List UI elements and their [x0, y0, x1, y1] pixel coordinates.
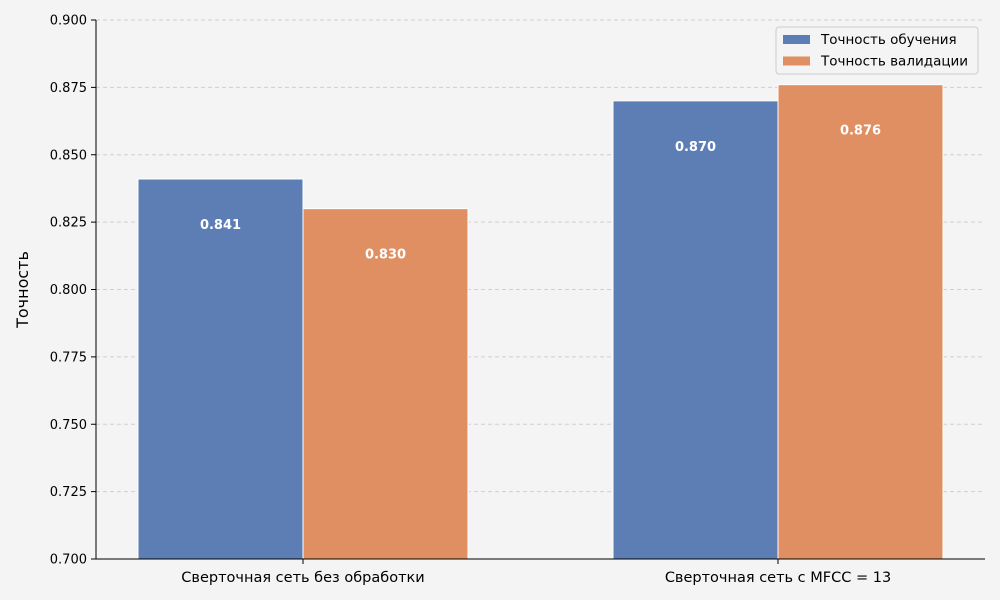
- legend-label: Точность валидации: [820, 54, 968, 70]
- bar-value-label: 0.876: [840, 124, 881, 139]
- legend: Точность обучения Точность валидации: [775, 26, 979, 75]
- legend-label: Точность обучения: [820, 32, 957, 48]
- x-tick-label: Сверточная сеть без обработки: [181, 570, 424, 586]
- y-ticks: 0.700 0.725 0.750 0.775 0.800 0.825 0.850 0.875…: [50, 14, 96, 568]
- bar: [137, 178, 304, 560]
- y-tick-label: 0.800: [50, 283, 87, 298]
- bar-value-label: 0.841: [200, 218, 241, 233]
- bar: [612, 100, 779, 560]
- bar-value-label: 0.830: [365, 248, 406, 263]
- y-tick-label: 0.875: [50, 81, 87, 96]
- y-axis-label: Точность: [13, 251, 32, 329]
- legend-swatch: [783, 56, 810, 66]
- x-tick-label: Сверточная сеть с MFCC = 13: [665, 570, 891, 586]
- y-tick-label: 0.825: [50, 216, 87, 231]
- y-tick-label: 0.850: [50, 148, 87, 163]
- legend-swatch: [783, 35, 810, 44]
- y-tick-label: 0.750: [50, 418, 87, 433]
- bars: 0.841 0.830 0.870 0.876: [137, 84, 944, 560]
- y-tick-label: 0.725: [50, 485, 87, 500]
- bar: [777, 84, 944, 560]
- y-tick-label: 0.775: [50, 350, 87, 365]
- bar-value-label: 0.870: [675, 140, 716, 155]
- bar: [302, 208, 469, 560]
- y-tick-label: 0.900: [50, 14, 87, 29]
- x-categories: Сверточная сеть без обработки Сверточная …: [181, 559, 891, 586]
- legend-box: [775, 26, 979, 75]
- y-tick-label: 0.700: [50, 553, 87, 568]
